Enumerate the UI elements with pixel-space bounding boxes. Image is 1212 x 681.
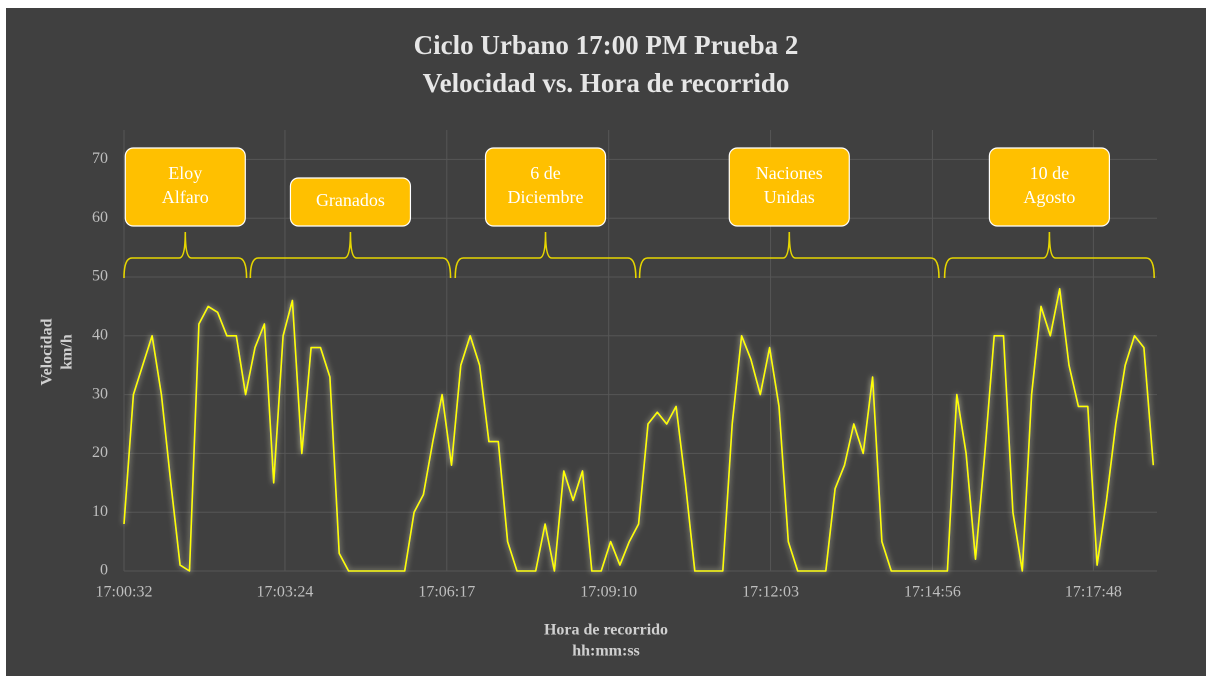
chart-title: Ciclo Urbano 17:00 PM Prueba 2 — [414, 30, 799, 60]
annotation-box — [728, 147, 850, 227]
x-axis-unit: hh:mm:ss — [572, 643, 640, 660]
bracket — [249, 231, 452, 279]
annotation-text: Unidas — [764, 187, 815, 207]
y-tick-label: 70 — [92, 150, 108, 167]
y-tick-label: 40 — [92, 326, 108, 343]
x-tick-label: 17:06:17 — [418, 584, 475, 601]
annotation-text: 6 de — [530, 163, 561, 183]
y-axis-unit: km/h — [59, 334, 76, 370]
annotation-box — [124, 147, 246, 227]
annotation-text: 10 de — [1030, 163, 1070, 183]
annotation-text: Granados — [316, 190, 385, 210]
x-tick-label: 17:12:03 — [742, 584, 799, 601]
bracket — [454, 231, 637, 279]
y-tick-label: 50 — [92, 268, 108, 285]
annotation-box — [988, 147, 1110, 227]
annotation-text: Diciembre — [508, 187, 584, 207]
annotation-text: Eloy — [168, 163, 202, 183]
annotation-box — [289, 177, 412, 227]
x-tick-label: 17:00:32 — [96, 584, 153, 601]
annotation-text: Alfaro — [162, 187, 209, 207]
x-axis-title: Hora de recorrido — [544, 622, 668, 639]
annotation-text: Naciones — [756, 163, 823, 183]
y-axis-title: Velocidad — [39, 318, 56, 385]
y-tick-label: 30 — [92, 385, 108, 402]
x-tick-label: 17:09:10 — [580, 584, 637, 601]
y-tick-label: 20 — [92, 444, 108, 461]
x-tick-label: 17:14:56 — [904, 584, 961, 601]
annotation-box — [484, 147, 607, 227]
annotation-text: Agosto — [1023, 187, 1075, 207]
bracket — [943, 231, 1155, 279]
chart-background — [6, 8, 1206, 676]
bracket — [123, 231, 248, 279]
x-tick-label: 17:03:24 — [256, 584, 313, 601]
y-tick-label: 0 — [100, 562, 108, 579]
chart-subtitle: Velocidad vs. Hora de recorrido — [423, 68, 790, 98]
y-tick-label: 60 — [92, 209, 108, 226]
x-tick-label: 17:17:48 — [1065, 584, 1122, 601]
bracket — [638, 231, 940, 279]
speed-line — [123, 288, 1155, 572]
y-tick-label: 10 — [92, 503, 108, 520]
